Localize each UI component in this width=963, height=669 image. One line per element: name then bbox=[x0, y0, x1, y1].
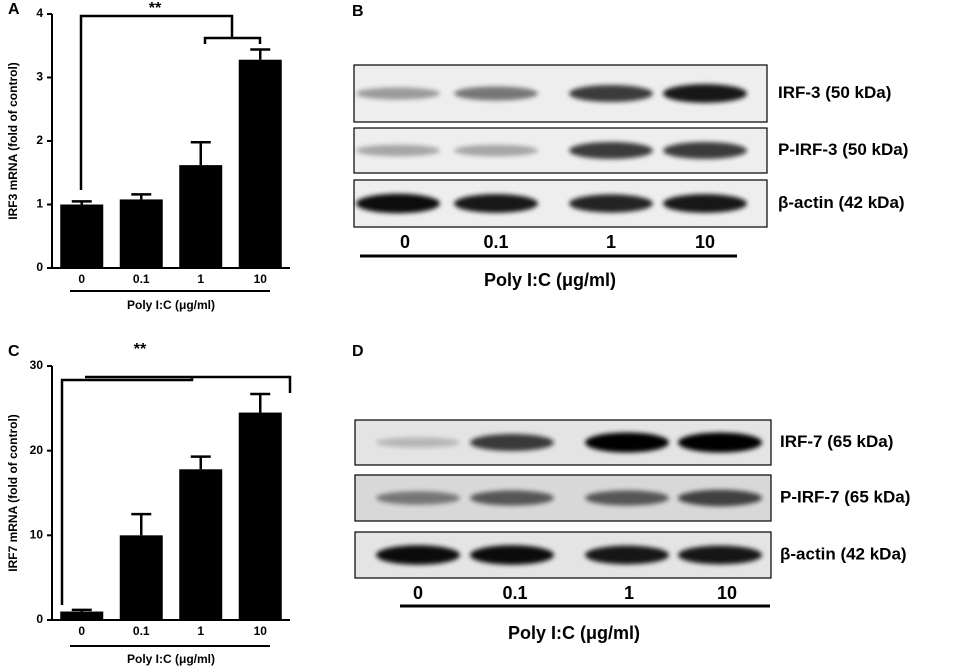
blot-band bbox=[376, 545, 460, 565]
x-tick-label: 0.1 bbox=[133, 272, 150, 286]
bar bbox=[179, 469, 223, 620]
blot-band bbox=[585, 490, 669, 506]
y-axis-label: IRF3 mRNA (fold of control) bbox=[6, 62, 20, 220]
y-tick-label: 4 bbox=[36, 6, 43, 20]
blot-band bbox=[663, 142, 747, 159]
lane-label: 10 bbox=[717, 583, 737, 603]
bar bbox=[238, 412, 282, 620]
lane-label: 0.1 bbox=[502, 583, 527, 603]
bar bbox=[238, 59, 282, 268]
blot-band bbox=[356, 193, 440, 214]
lane-label: 1 bbox=[624, 583, 634, 603]
x-axis-label: Poly I:C (μg/ml) bbox=[127, 298, 215, 312]
row-label: IRF-7 (65 kDa) bbox=[780, 432, 893, 451]
lane-label: 0 bbox=[400, 232, 410, 252]
bar bbox=[60, 611, 104, 620]
y-tick-label: 3 bbox=[36, 70, 43, 84]
y-tick-label: 10 bbox=[30, 528, 44, 542]
x-axis-label: Poly I:C (μg/ml) bbox=[127, 652, 215, 666]
y-tick-label: 1 bbox=[36, 197, 43, 211]
bar bbox=[179, 165, 223, 268]
blot-band bbox=[569, 142, 653, 159]
annotation: ** bbox=[134, 341, 147, 358]
lane-label: 10 bbox=[695, 232, 715, 252]
blot-band bbox=[356, 87, 440, 100]
bar bbox=[119, 199, 163, 268]
significance-bracket bbox=[60, 14, 292, 605]
y-tick-label: 20 bbox=[30, 443, 44, 457]
panel-label: A bbox=[8, 1, 20, 18]
panel-label: B bbox=[352, 3, 364, 20]
blot-band bbox=[678, 545, 762, 565]
blot-band bbox=[454, 86, 538, 101]
row-label: P-IRF-7 (65 kDa) bbox=[780, 487, 910, 506]
row-label: β-actin (42 kDa) bbox=[780, 544, 907, 563]
blot-band bbox=[454, 144, 538, 157]
x-axis-label: Poly I:C (μg/ml) bbox=[508, 623, 640, 643]
blot-band bbox=[678, 432, 762, 453]
blot-band bbox=[585, 545, 669, 565]
blot-band bbox=[569, 194, 653, 213]
blot-band bbox=[663, 194, 747, 213]
bar bbox=[60, 204, 104, 268]
x-tick-label: 0 bbox=[78, 272, 85, 286]
row-label: IRF-3 (50 kDa) bbox=[778, 83, 891, 102]
row-label: P-IRF-3 (50 kDa) bbox=[778, 140, 908, 159]
y-axis-label: IRF7 mRNA (fold of control) bbox=[6, 414, 20, 572]
panel-label: C bbox=[8, 343, 20, 360]
x-tick-label: 1 bbox=[197, 624, 204, 638]
lane-label: 0 bbox=[413, 583, 423, 603]
blot-band bbox=[585, 432, 669, 453]
blot-band bbox=[678, 489, 762, 507]
y-tick-label: 2 bbox=[36, 133, 43, 147]
annotation: ** bbox=[149, 0, 162, 17]
x-tick-label: 0 bbox=[78, 624, 85, 638]
bar bbox=[119, 535, 163, 620]
x-tick-label: 1 bbox=[197, 272, 204, 286]
x-axis-label: Poly I:C (μg/ml) bbox=[484, 270, 616, 290]
x-tick-label: 0.1 bbox=[133, 624, 150, 638]
row-label: β-actin (42 kDa) bbox=[778, 193, 905, 212]
lane-label: 0.1 bbox=[483, 232, 508, 252]
panel-label: D bbox=[352, 343, 364, 360]
blot-band bbox=[356, 144, 440, 157]
y-tick-label: 0 bbox=[36, 260, 43, 274]
x-tick-label: 10 bbox=[254, 624, 268, 638]
y-tick-label: 0 bbox=[36, 612, 43, 626]
blot-band bbox=[470, 434, 554, 451]
blot-band bbox=[470, 545, 554, 565]
lane-label: 1 bbox=[606, 232, 616, 252]
blot-band bbox=[470, 490, 554, 506]
blot-band bbox=[663, 84, 747, 103]
y-tick-label: 30 bbox=[30, 358, 44, 372]
blot-band bbox=[569, 85, 653, 102]
blot-band bbox=[376, 491, 460, 505]
blot-band bbox=[454, 194, 538, 213]
x-tick-label: 10 bbox=[254, 272, 268, 286]
blot-band bbox=[376, 437, 460, 448]
